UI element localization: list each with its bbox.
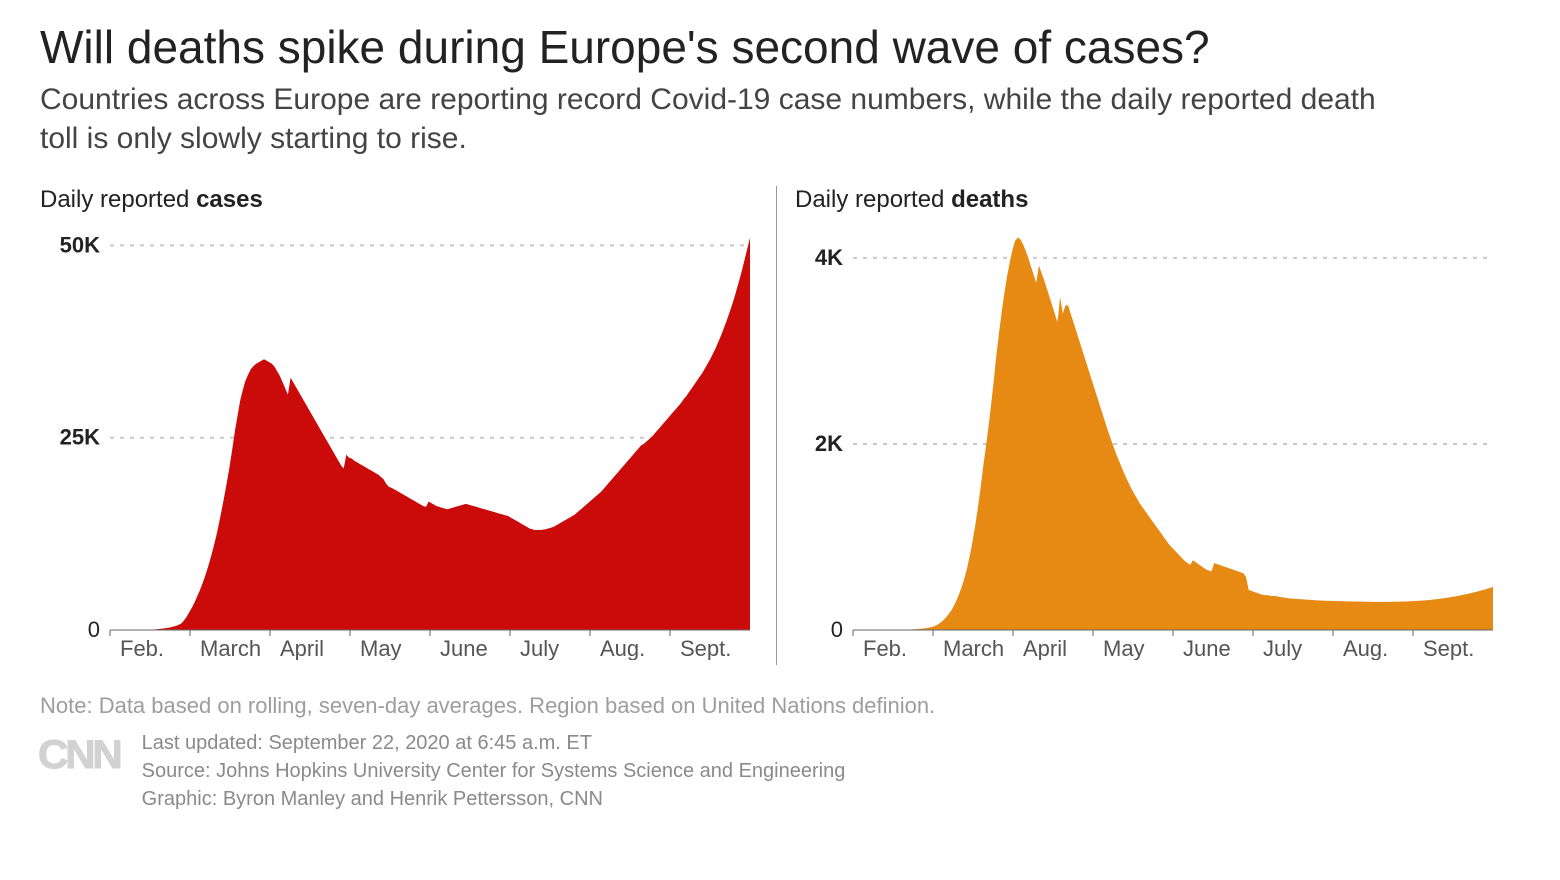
svg-text:Feb.: Feb. <box>863 636 907 660</box>
cases-label-bold: cases <box>196 186 263 213</box>
svg-text:2K: 2K <box>815 431 843 456</box>
deaths-chart-block: Daily reported deaths 0 2K 4K Feb. March Apri… <box>776 186 1515 665</box>
svg-text:June: June <box>440 636 488 660</box>
svg-text:June: June <box>1183 636 1231 660</box>
svg-text:Sept.: Sept. <box>680 636 731 660</box>
svg-text:May: May <box>360 636 402 660</box>
svg-text:Feb.: Feb. <box>120 636 164 660</box>
footer-text: Last updated: September 22, 2020 at 6:45… <box>142 729 846 813</box>
cnn-logo: CNN <box>38 729 120 775</box>
chart-subtitle: Countries across Europe are reporting re… <box>40 80 1400 158</box>
svg-text:Aug.: Aug. <box>600 636 645 660</box>
footnote: Note: Data based on rolling, seven-day a… <box>40 693 1520 719</box>
footer-source: Source: Johns Hopkins University Center … <box>142 757 846 785</box>
svg-text:April: April <box>1023 636 1067 660</box>
svg-text:March: March <box>943 636 1004 660</box>
deaths-chart-label: Daily reported deaths <box>795 186 1515 214</box>
footer-updated: Last updated: September 22, 2020 at 6:45… <box>142 729 846 757</box>
footer: CNN Last updated: September 22, 2020 at … <box>40 729 1520 813</box>
chart-title: Will deaths spike during Europe's second… <box>40 20 1520 74</box>
svg-text:50K: 50K <box>60 232 100 257</box>
footer-graphic: Graphic: Byron Manley and Henrik Petters… <box>142 785 846 813</box>
deaths-chart-svg: 0 2K 4K Feb. March April May June July Aug. Sept. <box>795 220 1515 660</box>
svg-text:July: July <box>1263 636 1302 660</box>
svg-text:March: March <box>200 636 261 660</box>
svg-text:May: May <box>1103 636 1145 660</box>
deaths-label-prefix: Daily reported <box>795 186 951 213</box>
charts-row: Daily reported cases 0 25K 50K Feb. March Apr… <box>40 186 1520 665</box>
svg-text:4K: 4K <box>815 245 843 270</box>
cases-label-prefix: Daily reported <box>40 186 196 213</box>
cases-chart-svg: 0 25K 50K Feb. March April May June July Aug. Sept… <box>40 220 760 660</box>
svg-text:July: July <box>520 636 559 660</box>
svg-text:0: 0 <box>88 617 100 642</box>
svg-text:April: April <box>280 636 324 660</box>
cases-chart-label: Daily reported cases <box>40 186 760 214</box>
svg-text:Aug.: Aug. <box>1343 636 1388 660</box>
svg-text:Sept.: Sept. <box>1423 636 1474 660</box>
cases-chart-block: Daily reported cases 0 25K 50K Feb. March Apr… <box>40 186 760 665</box>
svg-text:25K: 25K <box>60 425 100 450</box>
deaths-label-bold: deaths <box>951 186 1028 213</box>
svg-text:0: 0 <box>831 617 843 642</box>
